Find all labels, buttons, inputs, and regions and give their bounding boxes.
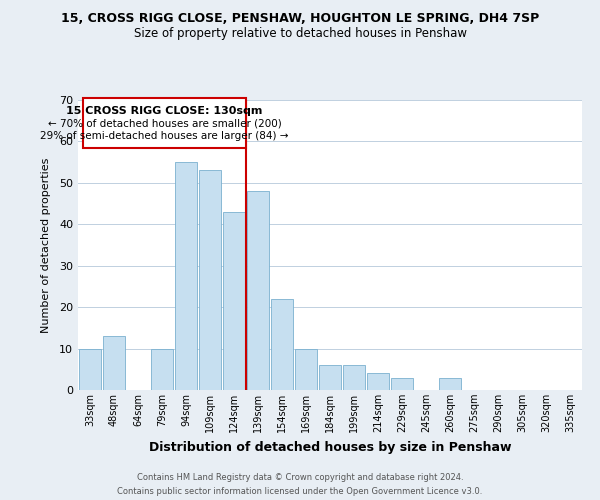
Bar — [151, 348, 173, 390]
Text: Size of property relative to detached houses in Penshaw: Size of property relative to detached ho… — [133, 28, 467, 40]
Bar — [367, 374, 389, 390]
Bar — [199, 170, 221, 390]
Text: 15, CROSS RIGG CLOSE, PENSHAW, HOUGHTON LE SPRING, DH4 7SP: 15, CROSS RIGG CLOSE, PENSHAW, HOUGHTON … — [61, 12, 539, 26]
Text: Contains HM Land Registry data © Crown copyright and database right 2024.: Contains HM Land Registry data © Crown c… — [137, 473, 463, 482]
Text: 15 CROSS RIGG CLOSE: 130sqm: 15 CROSS RIGG CLOSE: 130sqm — [66, 106, 263, 116]
Bar — [79, 348, 101, 390]
Text: 29% of semi-detached houses are larger (84) →: 29% of semi-detached houses are larger (… — [40, 131, 289, 141]
Text: Contains public sector information licensed under the Open Government Licence v3: Contains public sector information licen… — [118, 486, 482, 496]
Bar — [83, 98, 246, 148]
X-axis label: Distribution of detached houses by size in Penshaw: Distribution of detached houses by size … — [149, 440, 511, 454]
Text: ← 70% of detached houses are smaller (200): ← 70% of detached houses are smaller (20… — [47, 118, 281, 128]
Bar — [247, 191, 269, 390]
Bar — [295, 348, 317, 390]
Bar — [103, 336, 125, 390]
Bar — [175, 162, 197, 390]
Bar — [439, 378, 461, 390]
Bar — [223, 212, 245, 390]
Bar — [391, 378, 413, 390]
Bar — [319, 365, 341, 390]
Bar — [343, 365, 365, 390]
Bar — [271, 299, 293, 390]
Y-axis label: Number of detached properties: Number of detached properties — [41, 158, 50, 332]
